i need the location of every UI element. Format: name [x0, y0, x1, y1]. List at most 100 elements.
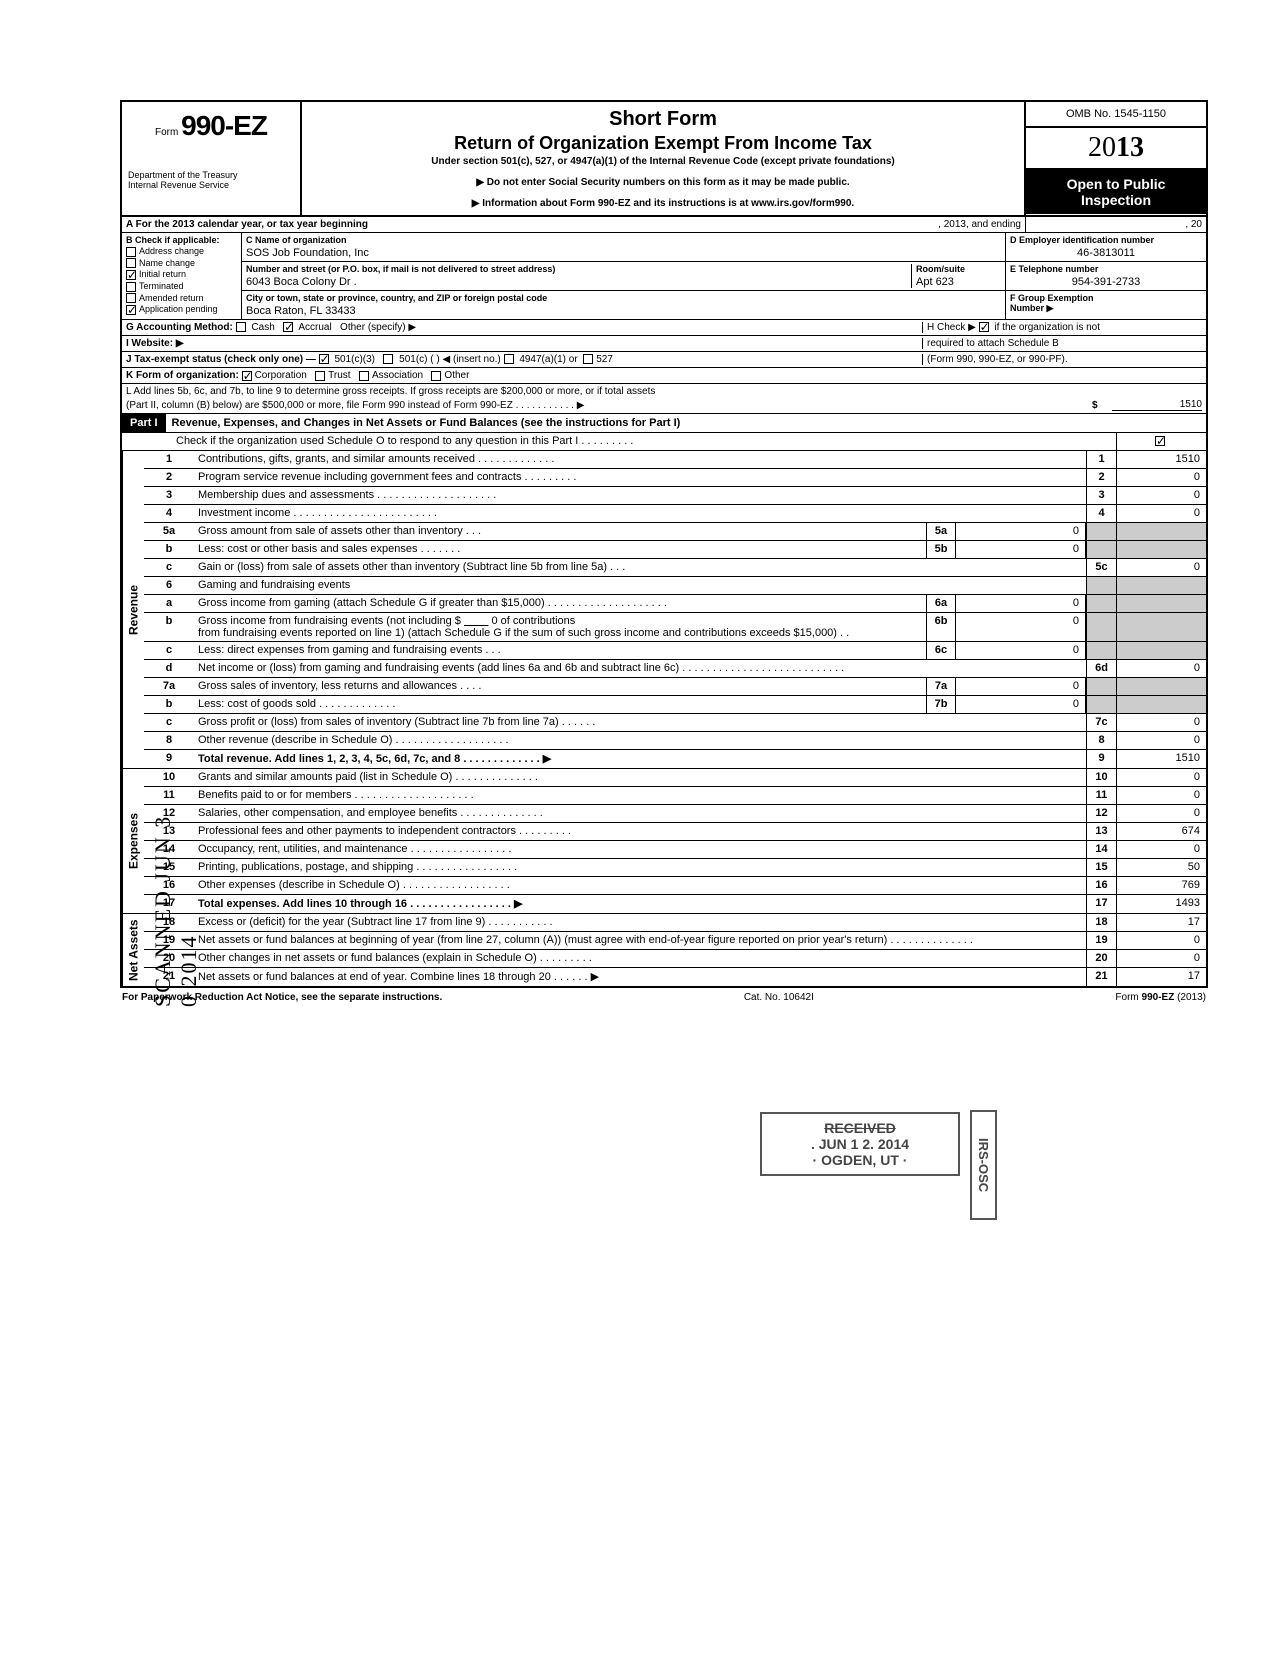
- b17: 17: [1086, 895, 1116, 913]
- lbl-phone: E Telephone number: [1010, 264, 1202, 274]
- n6a: a: [144, 595, 194, 612]
- lbl-acct-other: Other (specify) ▶: [340, 322, 416, 333]
- lbl-501c3: 501(c)(3): [334, 354, 375, 365]
- lbl-insert-no: ) ◀ (insert no.): [436, 354, 500, 365]
- received-stamp: RECEIVED . JUN 1 2. 2014 · OGDEN, UT ·: [760, 1112, 960, 1176]
- omb-number: OMB No. 1545-1150: [1026, 102, 1206, 128]
- b11: 11: [1086, 787, 1116, 804]
- lbl-4947: 4947(a)(1) or: [519, 354, 577, 365]
- b3: 3: [1086, 487, 1116, 504]
- stamp-received: RECEIVED: [776, 1120, 944, 1136]
- m6c: 6c: [926, 642, 956, 659]
- chk-address-change[interactable]: [126, 247, 136, 257]
- stamp-date: . JUN 1 2. 2014: [776, 1136, 944, 1152]
- lbl-ein: D Employer identification number: [1010, 235, 1202, 245]
- chk-terminated[interactable]: [126, 282, 136, 292]
- d19: Net assets or fund balances at beginning…: [194, 932, 1086, 949]
- row-a-mid: , 2013, and ending: [938, 219, 1021, 230]
- d6b-2: 0 of contributions: [491, 615, 575, 627]
- sh7b: [1086, 696, 1116, 713]
- open-line1: Open to Public: [1030, 176, 1202, 192]
- sh6c: [1086, 642, 1116, 659]
- chk-name-change[interactable]: [126, 258, 136, 268]
- n5a: 5a: [144, 523, 194, 540]
- year-prefix: 20: [1088, 132, 1116, 163]
- chk-501c[interactable]: [383, 354, 393, 364]
- chk-app-pending[interactable]: [126, 305, 136, 315]
- header-right: OMB No. 1545-1150 2013 Open to Public In…: [1026, 102, 1206, 215]
- v20: 0: [1116, 950, 1206, 967]
- form-990ez: Form 990-EZ Department of the Treasury I…: [120, 100, 1208, 988]
- b13: 13: [1086, 823, 1116, 840]
- lbl-city: City or town, state or province, country…: [246, 293, 1001, 303]
- chk-accrual[interactable]: [283, 322, 293, 332]
- v18: 17: [1116, 914, 1206, 931]
- val-street: 6043 Boca Colony Dr .: [246, 274, 911, 288]
- lbl-527: 527: [596, 354, 613, 365]
- v2: 0: [1116, 469, 1206, 486]
- chk-other-org[interactable]: [431, 371, 441, 381]
- d21: Net assets or fund balances at end of ye…: [194, 968, 1086, 986]
- row-l2: (Part II, column (B) below) are $500,000…: [122, 397, 1206, 414]
- b8: 8: [1086, 732, 1116, 749]
- chk-cash[interactable]: [236, 322, 246, 332]
- h-txt3: required to attach Schedule B: [922, 338, 1202, 349]
- vlabel-netassets: Net Assets: [122, 914, 144, 986]
- d8: Other revenue (describe in Schedule O) .…: [194, 732, 1086, 749]
- n6b: b: [144, 613, 194, 641]
- d7c: Gross profit or (loss) from sales of inv…: [194, 714, 1086, 731]
- d18: Excess or (deficit) for the year (Subtra…: [194, 914, 1086, 931]
- m6a: 6a: [926, 595, 956, 612]
- n4: 4: [144, 505, 194, 522]
- m7a: 7a: [926, 678, 956, 695]
- lbl-initial-return: Initial return: [139, 269, 186, 279]
- section-expenses: Expenses 10Grants and similar amounts pa…: [122, 769, 1206, 914]
- b5c: 5c: [1086, 559, 1116, 576]
- irs-stamp: IRS-OSC: [970, 1110, 997, 1220]
- scanned-stamp: SCANNED JUN 3 0 2014: [150, 800, 202, 1007]
- form-number: 990-EZ: [181, 110, 267, 141]
- m5b: 5b: [926, 541, 956, 558]
- v7c: 0: [1116, 714, 1206, 731]
- shv5b: [1116, 541, 1206, 558]
- sh6b: [1086, 613, 1116, 641]
- chk-amended[interactable]: [126, 293, 136, 303]
- chk-corporation[interactable]: [242, 371, 252, 381]
- lbl-accrual: Accrual: [298, 322, 331, 333]
- b6d: 6d: [1086, 660, 1116, 677]
- part1-check-text: Check if the organization used Schedule …: [172, 433, 1116, 450]
- n7b: b: [144, 696, 194, 713]
- d6: Gaming and fundraising events: [194, 577, 1086, 594]
- d13: Professional fees and other payments to …: [194, 823, 1086, 840]
- chk-h-schedule-b[interactable]: [979, 322, 989, 332]
- v21: 17: [1116, 968, 1206, 986]
- n8: 8: [144, 732, 194, 749]
- d10: Grants and similar amounts paid (list in…: [194, 769, 1086, 786]
- b10: 10: [1086, 769, 1116, 786]
- lbl-terminated: Terminated: [139, 281, 184, 291]
- b4: 4: [1086, 505, 1116, 522]
- form-subtitle: Under section 501(c), 527, or 4947(a)(1)…: [312, 156, 1014, 167]
- lbl-tax-exempt: J Tax-exempt status (check only one) —: [126, 354, 316, 365]
- chk-501c3[interactable]: [319, 354, 329, 364]
- footer: For Paperwork Reduction Act Notice, see …: [120, 988, 1208, 1007]
- row-k: K Form of organization: Corporation Trus…: [122, 368, 1206, 384]
- chk-527[interactable]: [583, 354, 593, 364]
- v14: 0: [1116, 841, 1206, 858]
- chk-trust[interactable]: [315, 371, 325, 381]
- chk-schedule-o[interactable]: [1155, 436, 1165, 446]
- v6d: 0: [1116, 660, 1206, 677]
- lbl-amended: Amended return: [139, 293, 204, 303]
- d6c: Less: direct expenses from gaming and fu…: [194, 642, 926, 659]
- row-a-tax-year: A For the 2013 calendar year, or tax yea…: [122, 217, 1206, 233]
- chk-4947[interactable]: [504, 354, 514, 364]
- chk-association[interactable]: [359, 371, 369, 381]
- chk-initial-return[interactable]: [126, 270, 136, 280]
- h-txt2: if the organization is not: [994, 322, 1100, 333]
- short-form-title: Short Form: [312, 108, 1014, 131]
- b7c: 7c: [1086, 714, 1116, 731]
- dept-irs: Internal Revenue Service: [128, 180, 294, 190]
- col-c-name: C Name of organization SOS Job Foundatio…: [242, 233, 1006, 319]
- row-i: I Website: ▶ required to attach Schedule…: [122, 336, 1206, 352]
- row-g-h: G Accounting Method: Cash Accrual Other …: [122, 320, 1206, 336]
